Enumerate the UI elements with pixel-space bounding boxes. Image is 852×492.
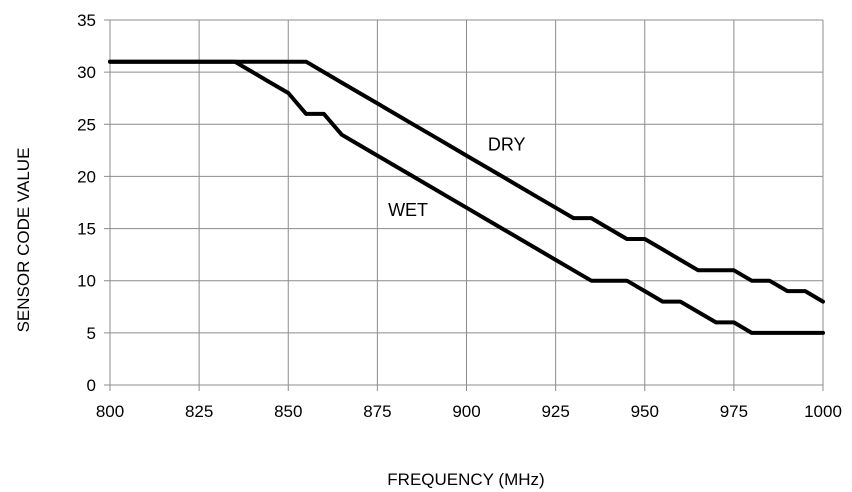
x-tick-label: 975 [720,402,748,421]
series-label-wet: WET [388,200,428,220]
x-tick-label: 900 [452,402,480,421]
x-tick-label: 950 [631,402,659,421]
x-tick-label: 825 [185,402,213,421]
y-tick-labels: 0 5 10 15 20 25 30 35 [77,11,96,395]
x-tick-label: 800 [96,402,124,421]
y-tick-label: 35 [77,11,96,30]
y-tick-label: 10 [77,272,96,291]
y-axis-title: SENSOR CODE VALUE [14,148,33,333]
x-axis-title: FREQUENCY (MHz) [387,470,544,489]
y-tick-label: 30 [77,63,96,82]
x-tick-label: 925 [541,402,569,421]
y-tick-label: 20 [77,167,96,186]
series-line-dry [108,59,825,304]
x-tick-label: 1000 [804,402,842,421]
axes [109,20,823,386]
x-tick-label: 875 [363,402,391,421]
y-tick-label: 5 [87,324,96,343]
x-tick-labels: 800 825 850 875 900 925 950 975 1000 [96,402,842,421]
series-label-dry: DRY [488,134,526,154]
y-tick-label: 0 [87,376,96,395]
y-tick-label: 15 [77,220,96,239]
series-annotations: DRY WET [388,134,526,220]
series-line-wet [108,59,825,335]
y-tick-label: 25 [77,115,96,134]
x-tick-label: 850 [274,402,302,421]
series-lines [108,59,825,335]
